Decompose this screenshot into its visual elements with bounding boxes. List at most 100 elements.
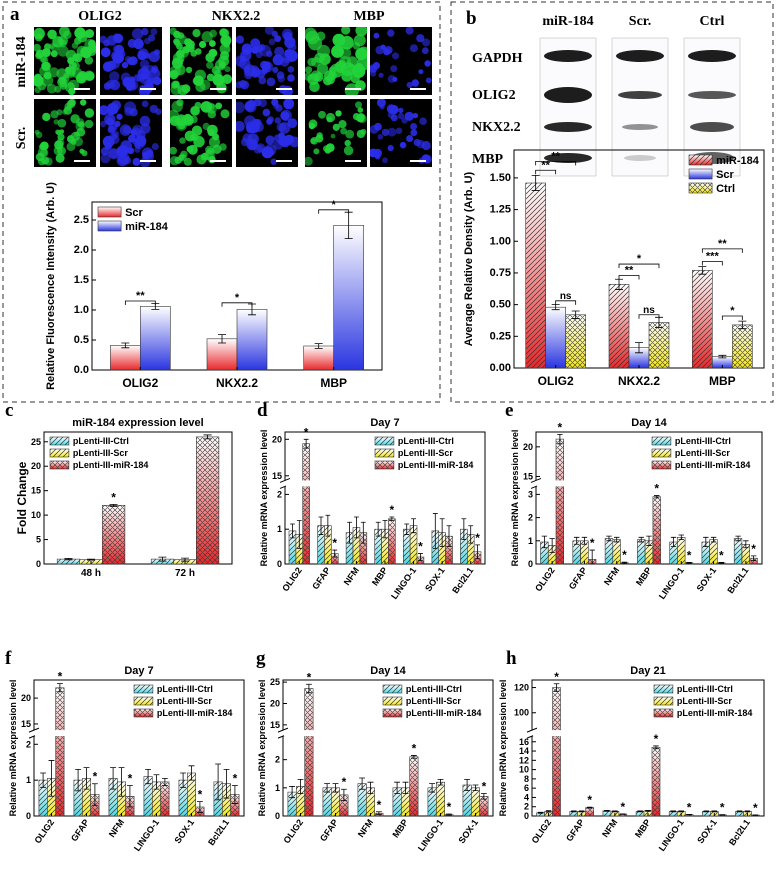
y-tick-label: 3 bbox=[528, 489, 533, 499]
break-band bbox=[537, 480, 761, 486]
legend-label: pLenti-III-Ctrl bbox=[73, 436, 129, 446]
x-tick-label: NFM bbox=[107, 817, 126, 839]
blot-band bbox=[690, 122, 734, 132]
legend-label: pLenti-III-miR-184 bbox=[73, 460, 149, 470]
legend-swatch-hatch bbox=[383, 685, 402, 693]
x-tick-label: MBP bbox=[320, 376, 347, 390]
bar-hatch bbox=[305, 689, 313, 817]
bar-hatch bbox=[56, 688, 64, 816]
legend-label: pLenti-III-Scr bbox=[677, 696, 732, 706]
y-tick-label: 1.50 bbox=[490, 172, 511, 184]
y-tick-label: 0 bbox=[528, 559, 533, 569]
y-tick-label: 0.00 bbox=[490, 362, 511, 374]
y-axis-label: Relative Fluorescence Intensity (Arb. U) bbox=[45, 182, 57, 390]
legend-swatch-hatch bbox=[654, 685, 673, 693]
significance-star: * bbox=[753, 801, 758, 815]
y-axis-label: Average Relative Density (Arb. U) bbox=[463, 171, 475, 346]
legend-label: pLenti-III-miR-184 bbox=[675, 460, 751, 470]
legend-label: pLenti-III-Scr bbox=[675, 448, 730, 458]
bar-hatch bbox=[609, 284, 629, 368]
blot-band bbox=[544, 122, 592, 132]
x-tick-label: SOX-1 bbox=[456, 817, 480, 845]
blot-band bbox=[624, 155, 656, 161]
significance-label: ** bbox=[718, 238, 727, 250]
y-tick-label: 1.00 bbox=[490, 235, 511, 247]
x-tick-label: MBP bbox=[633, 817, 653, 839]
scale-bar bbox=[276, 160, 292, 162]
x-tick-label: LINGO-1 bbox=[389, 565, 418, 601]
panel-letter: f bbox=[5, 648, 12, 669]
scale-bar bbox=[345, 88, 361, 90]
y-tick-label: 1 bbox=[275, 783, 280, 793]
bar bbox=[110, 345, 140, 370]
x-tick-label: NKX2.2 bbox=[618, 374, 660, 388]
y-axis-label: Relative mRNA expression level bbox=[257, 680, 267, 817]
blot-band bbox=[544, 87, 592, 103]
blot-band bbox=[688, 91, 736, 99]
y-tick-label: 0.75 bbox=[490, 267, 511, 279]
break-band bbox=[284, 730, 492, 736]
x-tick-label: MBP bbox=[390, 817, 410, 839]
bar-hatch bbox=[732, 325, 752, 368]
y-tick-label: 1 bbox=[528, 536, 533, 546]
x-tick-label: LINGO-1 bbox=[416, 817, 445, 853]
chart-title: Day 14 bbox=[370, 665, 406, 677]
legend-swatch-hatch bbox=[689, 183, 712, 193]
x-tick-label: Bcl2L1 bbox=[727, 817, 752, 847]
y-tick-label: 15 bbox=[523, 471, 533, 481]
y-tick-label: 12 bbox=[519, 755, 529, 765]
legend-swatch-hatch bbox=[50, 461, 69, 469]
y-tick-label: 1 bbox=[26, 775, 31, 785]
y-tick-label: 6 bbox=[524, 783, 529, 793]
legend-label: pLenti-III-Scr bbox=[406, 696, 461, 706]
legend-swatch-hatch bbox=[134, 685, 153, 693]
bar bbox=[304, 346, 334, 370]
x-tick-label: OLIG2 bbox=[280, 565, 304, 593]
significance-label: * bbox=[332, 199, 337, 211]
legend-label: pLenti-III-miR-184 bbox=[406, 708, 482, 718]
blot-col-mir184: miR-184 bbox=[542, 14, 593, 29]
x-tick-label: NFM bbox=[600, 817, 619, 839]
x-tick-label: SOX-1 bbox=[172, 817, 196, 845]
x-tick-label: GFAP bbox=[567, 565, 589, 591]
y-tick-label: 10 bbox=[31, 510, 41, 520]
legend-label: pLenti-III-Ctrl bbox=[406, 684, 462, 694]
bar bbox=[334, 225, 364, 370]
micro-col-nkx22: NKX2.2 bbox=[212, 9, 261, 24]
y-tick-label: 16 bbox=[519, 737, 529, 747]
y-tick-label: 1 bbox=[277, 524, 282, 534]
scale-bar bbox=[210, 88, 226, 90]
panel-letter: d bbox=[257, 400, 268, 421]
x-tick-label: NFM bbox=[356, 817, 375, 839]
legend-label: Scr bbox=[125, 207, 143, 219]
significance-star: * bbox=[412, 741, 417, 755]
blot-row-mbp: MBP bbox=[472, 152, 504, 167]
significance-star: * bbox=[687, 800, 692, 814]
legend-label: pLenti-III-Ctrl bbox=[398, 436, 454, 446]
y-tick-label: 0 bbox=[36, 559, 41, 569]
x-tick-label: 48 h bbox=[81, 568, 101, 579]
significance-label: * bbox=[730, 305, 735, 317]
y-tick-label: 20 bbox=[523, 442, 533, 452]
significance-star: * bbox=[587, 793, 592, 807]
blot-band bbox=[622, 124, 658, 130]
y-tick-label: 2.0 bbox=[74, 244, 89, 256]
y-tick-label: 2 bbox=[277, 489, 282, 499]
y-tick-label: 15 bbox=[31, 486, 41, 496]
x-tick-label: NKX2.2 bbox=[216, 376, 258, 390]
bar-hatch bbox=[649, 322, 669, 368]
y-tick-label: 2 bbox=[26, 739, 31, 749]
y-tick-label: 0.50 bbox=[490, 299, 511, 311]
legend-label: pLenti-III-Ctrl bbox=[675, 436, 731, 446]
micro-col-mbp: MBP bbox=[353, 9, 385, 24]
bar-hatch bbox=[586, 808, 594, 816]
bar-hatch bbox=[102, 505, 125, 564]
chart-title: Day 21 bbox=[630, 665, 665, 677]
significance-star: * bbox=[751, 542, 756, 556]
chart-title: miR-184 expression level bbox=[72, 417, 203, 429]
bar bbox=[237, 309, 267, 370]
y-tick-label: 0 bbox=[26, 811, 31, 821]
